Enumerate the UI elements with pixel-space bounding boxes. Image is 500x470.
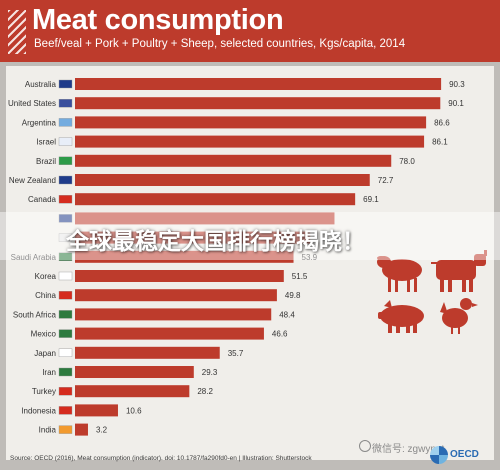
value-label: 51.5: [292, 272, 308, 281]
flag-icon: [58, 214, 73, 223]
category-label: Japan: [34, 349, 56, 358]
category-label: United States: [8, 99, 56, 108]
value-label: 28.2: [197, 387, 213, 396]
flag-icon: [58, 233, 73, 242]
bar-australia: [75, 78, 442, 90]
category-label: Argentina: [22, 118, 57, 127]
category-label: India: [39, 426, 57, 435]
bar-eu: [75, 212, 335, 225]
category-label: Iran: [42, 368, 56, 377]
bar-turkey: [75, 385, 190, 398]
category-label: Brazil: [36, 157, 56, 166]
value-label: 10.6: [126, 406, 142, 415]
wechat-icon: [359, 440, 371, 452]
bar-iran: [75, 366, 194, 378]
value-label: 72.7: [378, 176, 394, 185]
flag-icon: [58, 425, 73, 434]
flag-icon: [58, 291, 73, 300]
bar-new-zealand: [75, 174, 370, 186]
category-label: New Zealand: [9, 176, 56, 185]
bar-israel: [75, 135, 425, 148]
value-label: 86.1: [432, 138, 448, 147]
cow-icon: [431, 250, 487, 292]
bar-indonesia: [75, 404, 118, 417]
bar-brazil: [75, 154, 392, 167]
category-label: China: [35, 291, 56, 300]
oecd-logo-text: OECD: [450, 449, 479, 460]
category-label: South Africa: [13, 310, 57, 319]
category-label: Indonesia: [21, 406, 56, 415]
chart-header: Meat consumption Beef/veal + Pork + Poul…: [0, 0, 500, 62]
bar-russia: [75, 231, 311, 244]
flag-icon: [58, 367, 73, 377]
category-label: Israel: [36, 138, 56, 147]
category-label: Australia: [25, 80, 57, 89]
bar-mexico: [75, 327, 264, 340]
flag-icon: [58, 137, 73, 146]
overlay-headline: 全球最稳定大国排行榜揭晓！: [66, 229, 365, 255]
category-label: Korea: [35, 272, 57, 281]
flag-icon: [58, 175, 73, 185]
value-label: 48.4: [279, 310, 295, 319]
watermark-text: 微信号: zgwynet: [372, 444, 445, 455]
pig-icon: [378, 300, 424, 333]
value-label: 46.6: [272, 330, 288, 339]
value-label: 3.2: [96, 426, 108, 435]
chart-title: Meat consumption: [32, 4, 284, 36]
value-label: 69.1: [363, 195, 379, 204]
animal-illustrations: [377, 250, 487, 334]
category-label: Canada: [28, 195, 57, 204]
value-label: 90.3: [449, 80, 465, 89]
flag-icon: [58, 98, 73, 108]
value-label: 90.1: [448, 99, 464, 108]
flag-icon: [58, 271, 73, 281]
flag-icon: [58, 348, 73, 357]
source-note: Source: OECD (2016), Meat consumption (i…: [10, 455, 312, 462]
chicken-icon: [440, 298, 478, 334]
bar-saudi-arabia: [75, 250, 294, 263]
category-label: Turkey: [32, 387, 56, 396]
flag-icon: [58, 118, 73, 127]
flag-icon: [58, 406, 73, 415]
value-label: 86.6: [434, 118, 450, 127]
overlay-banner: [0, 212, 500, 260]
sheep-icon: [377, 256, 422, 292]
flag-icon: [58, 252, 73, 262]
oecd-logo-icon: [430, 446, 448, 464]
flag-icon: [58, 387, 73, 396]
category-label: Mexico: [31, 330, 57, 339]
bar-china: [75, 289, 277, 302]
value-label: 53.9: [302, 253, 318, 262]
header-stripes: [8, 10, 26, 54]
bar-india: [75, 423, 88, 436]
category-label: Saudi Arabia: [11, 253, 57, 262]
value-label: 78.0: [399, 157, 415, 166]
bar-canada: [75, 193, 356, 206]
bar-japan: [75, 346, 220, 359]
flag-icon: [58, 310, 73, 319]
value-label: 49.8: [285, 291, 301, 300]
flag-icon: [58, 329, 73, 338]
flag-icon: [58, 79, 73, 89]
bar-korea: [75, 270, 284, 282]
value-label: 29.3: [202, 368, 218, 377]
bar-united-states: [75, 97, 441, 110]
bar-argentina: [75, 116, 427, 129]
chart-subtitle: Beef/veal + Pork + Poultry + Sheep, sele…: [34, 38, 406, 50]
value-label: 35.7: [228, 349, 244, 358]
bar-south-africa: [75, 308, 272, 321]
flag-icon: [58, 156, 73, 166]
flag-icon: [58, 194, 73, 204]
